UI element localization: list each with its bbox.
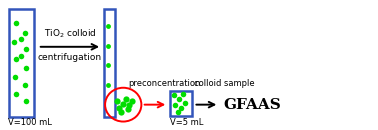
Text: centrifugation: centrifugation [38,53,102,62]
Text: TiO$_2$ colloid: TiO$_2$ colloid [43,28,96,40]
Text: V=5 mL: V=5 mL [170,118,203,127]
Text: GFAAS: GFAAS [223,98,281,112]
Text: colloid sample: colloid sample [194,79,254,88]
Text: V=100 mL: V=100 mL [8,118,52,127]
Bar [170,91,192,116]
Text: preconcentration: preconcentration [128,79,200,88]
Bar [104,9,115,117]
Bar [9,9,34,117]
